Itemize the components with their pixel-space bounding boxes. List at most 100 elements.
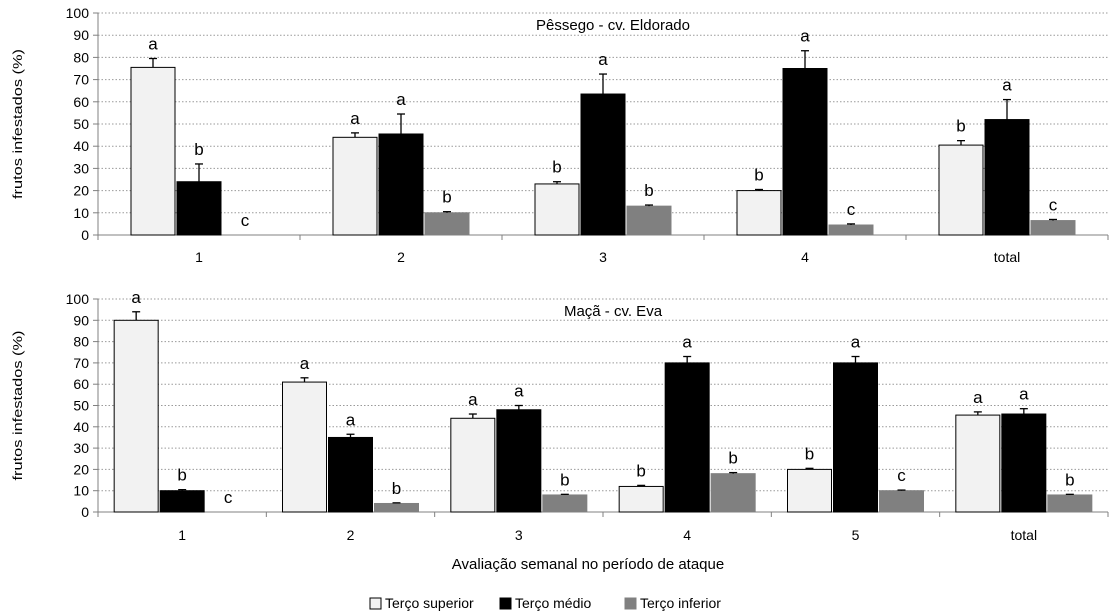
bar	[1047, 494, 1093, 513]
y-tick-label: 50	[73, 116, 89, 132]
bar	[879, 490, 924, 513]
data-label: a	[468, 390, 478, 409]
bar	[374, 502, 419, 513]
bar	[534, 183, 580, 236]
y-tick-label: 40	[73, 138, 89, 154]
legend-label-inferior: Terço inferior	[640, 595, 721, 611]
data-label: a	[396, 90, 406, 109]
bar	[332, 136, 378, 236]
data-label: a	[300, 354, 310, 373]
y-tick-label: 90	[73, 27, 89, 43]
bar	[580, 93, 626, 236]
y-axis-label: frutos infestados (%)	[10, 331, 25, 481]
data-label: b	[552, 158, 561, 177]
data-label: a	[851, 333, 861, 352]
chart-title: Maçã - cv. Eva	[564, 303, 663, 320]
y-tick-label: 80	[73, 334, 89, 350]
data-label: a	[1019, 385, 1029, 404]
bar	[833, 362, 878, 513]
x-tick-label: 5	[852, 527, 860, 543]
bar	[955, 414, 1001, 513]
y-tick-label: 90	[73, 312, 89, 328]
x-tick-label: 4	[683, 527, 691, 543]
data-label: b	[1065, 470, 1074, 489]
data-label: b	[728, 449, 737, 468]
x-tick-label: 3	[515, 527, 523, 543]
bar	[787, 468, 832, 513]
data-label: b	[442, 188, 451, 207]
bar	[938, 144, 984, 236]
data-label: c	[241, 211, 250, 230]
y-tick-label: 100	[66, 5, 90, 21]
y-tick-label: 10	[73, 205, 89, 221]
data-label: b	[636, 461, 645, 480]
x-tick-label: 3	[599, 249, 607, 265]
bar	[984, 119, 1030, 236]
data-label: c	[847, 200, 856, 219]
data-label: a	[682, 333, 692, 352]
bar	[736, 190, 782, 236]
bar	[130, 66, 176, 236]
data-label: b	[754, 165, 763, 184]
bar	[496, 409, 542, 513]
y-tick-label: 20	[73, 183, 89, 199]
bar	[113, 319, 159, 513]
legend-swatch-medio	[499, 597, 512, 610]
x-tick-label: 2	[397, 249, 405, 265]
bar	[1030, 220, 1076, 236]
data-label: b	[392, 479, 401, 498]
data-label: a	[1002, 76, 1012, 95]
bar	[1001, 413, 1047, 513]
bar	[542, 494, 588, 513]
bar	[424, 212, 470, 236]
apple-chart: 0 10 20 30 40 50 60 70 80 90 100 Maçã - cv. Eva frut…	[10, 288, 1109, 543]
bar	[176, 181, 222, 236]
data-label: b	[177, 466, 186, 485]
data-label: a	[598, 50, 608, 69]
data-label: a	[973, 388, 983, 407]
legend-swatch-inferior	[624, 597, 637, 610]
data-label: b	[560, 470, 569, 489]
data-label: c	[1049, 195, 1058, 214]
y-tick-label: 80	[73, 49, 89, 65]
x-tick-label: 1	[195, 249, 203, 265]
bar	[626, 205, 672, 236]
x-tick-label: total	[994, 249, 1020, 265]
bar	[328, 436, 373, 513]
data-label: a	[148, 35, 158, 54]
x-tick-label: total	[1011, 527, 1037, 543]
y-tick-label: 50	[73, 398, 89, 414]
data-label: a	[131, 288, 141, 307]
bar	[828, 224, 874, 236]
x-axis-title: Avaliação semanal no período de ataque	[452, 556, 724, 573]
bar	[282, 381, 327, 513]
y-tick-label: 10	[73, 483, 89, 499]
x-tick-label: 4	[801, 249, 809, 265]
y-tick-label: 0	[81, 504, 89, 520]
y-tick-label: 70	[73, 72, 89, 88]
bar	[159, 490, 205, 513]
y-axis-label: frutos infestados (%)	[10, 49, 25, 199]
y-tick-label: 60	[73, 376, 89, 392]
data-label: b	[194, 140, 203, 159]
legend-swatch-superior	[369, 597, 382, 610]
bar	[378, 133, 424, 236]
bar	[618, 485, 664, 513]
chart-title: Pêssego - cv. Eldorado	[536, 17, 690, 34]
y-tick-label: 100	[66, 291, 90, 307]
bar	[450, 417, 496, 513]
x-tick-label: 1	[178, 527, 186, 543]
data-label: a	[346, 410, 356, 429]
data-label: b	[644, 181, 653, 200]
bar	[782, 68, 828, 236]
y-tick-label: 30	[73, 440, 89, 456]
y-tick-label: 20	[73, 461, 89, 477]
y-tick-label: 60	[73, 94, 89, 110]
y-tick-label: 30	[73, 160, 89, 176]
legend-label-superior: Terço superior	[385, 595, 474, 611]
bar	[664, 362, 710, 513]
bar	[710, 473, 756, 513]
x-tick-label: 2	[347, 527, 355, 543]
data-label: c	[224, 488, 233, 507]
